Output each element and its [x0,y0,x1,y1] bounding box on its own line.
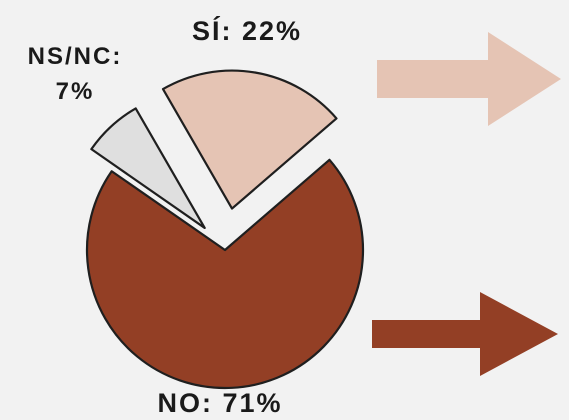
pink-arrow [377,32,561,126]
brown-arrow [372,292,558,376]
slice-label-no: NO: 71% [157,388,282,418]
pie-slice-nsnc [90,107,206,230]
pie-slice-si [161,69,338,210]
slice-label-nsnc-line1: NS/NC: [28,43,123,70]
pie-slice-no [85,158,365,390]
slice-label-si: SÍ: 22% [192,15,302,46]
slice-label-nsnc-line2: 7% [56,78,95,105]
